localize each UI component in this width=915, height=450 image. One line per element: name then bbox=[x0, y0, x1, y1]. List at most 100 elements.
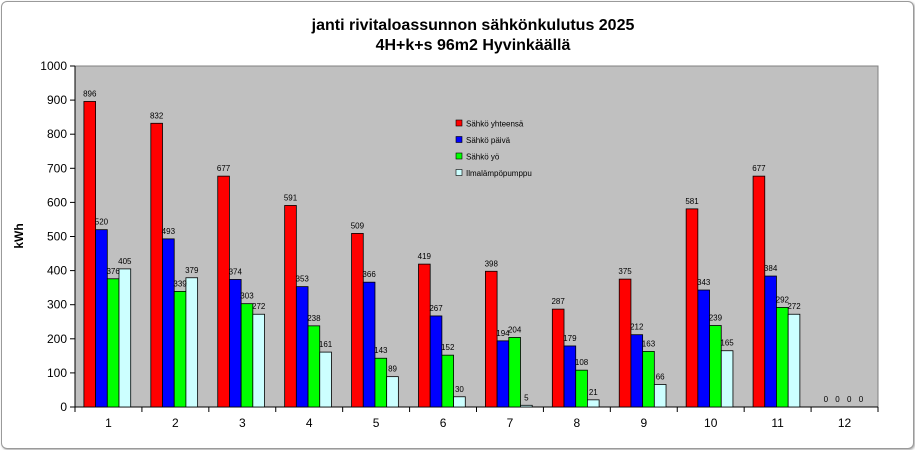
data-label: 272 bbox=[252, 302, 266, 311]
y-tick-label: 600 bbox=[47, 195, 67, 209]
data-label: 384 bbox=[764, 264, 778, 273]
y-tick-label: 1000 bbox=[40, 59, 67, 73]
data-label: 339 bbox=[173, 279, 187, 288]
bar bbox=[453, 396, 466, 408]
data-label: 581 bbox=[685, 197, 699, 206]
x-tick-label: 2 bbox=[172, 416, 179, 430]
data-label: 0 bbox=[824, 395, 829, 404]
legend-swatch bbox=[455, 169, 463, 176]
bar bbox=[642, 351, 655, 408]
legend-swatch bbox=[455, 119, 463, 127]
y-tick-label: 800 bbox=[47, 127, 67, 141]
legend-label: Sähkö yhteensä bbox=[466, 120, 524, 129]
chart-subtitle: 4H+k+s 96m2 Hyvinkäällä bbox=[376, 37, 571, 54]
bar bbox=[776, 307, 789, 408]
legend-label: Sähkö yö bbox=[466, 153, 500, 162]
data-label: 353 bbox=[296, 275, 310, 284]
x-tick-label: 6 bbox=[440, 416, 447, 430]
bar bbox=[252, 313, 265, 408]
legend-swatch bbox=[455, 136, 463, 143]
bar bbox=[484, 270, 498, 408]
data-label: 204 bbox=[508, 325, 522, 334]
data-label: 194 bbox=[496, 329, 510, 338]
y-tick-label: 500 bbox=[47, 230, 67, 244]
bar bbox=[351, 233, 364, 408]
data-label: 509 bbox=[351, 221, 365, 230]
bar bbox=[162, 238, 175, 408]
data-label: 366 bbox=[362, 270, 376, 279]
bar bbox=[418, 263, 431, 408]
bar bbox=[496, 340, 510, 408]
data-label: 896 bbox=[83, 89, 97, 98]
bar bbox=[240, 303, 254, 408]
data-label: 161 bbox=[319, 340, 333, 349]
data-label: 163 bbox=[642, 339, 656, 348]
data-label: 108 bbox=[575, 358, 589, 367]
data-label: 272 bbox=[787, 302, 801, 311]
bar bbox=[551, 308, 565, 408]
bar bbox=[618, 278, 632, 408]
bar bbox=[284, 205, 297, 408]
bar bbox=[587, 399, 600, 408]
bar bbox=[185, 277, 199, 408]
data-label: 677 bbox=[752, 164, 766, 173]
data-label: 292 bbox=[776, 295, 790, 304]
data-label: 520 bbox=[95, 218, 109, 227]
x-tick-label: 4 bbox=[306, 416, 313, 430]
data-label: 287 bbox=[551, 297, 565, 306]
data-label: 66 bbox=[656, 372, 665, 381]
data-label: 343 bbox=[697, 278, 711, 287]
bar bbox=[429, 315, 443, 408]
data-label: 379 bbox=[185, 266, 199, 275]
data-label: 405 bbox=[118, 257, 132, 266]
bar bbox=[653, 384, 667, 408]
x-tick-label: 9 bbox=[640, 416, 647, 430]
y-tick-label: 0 bbox=[60, 400, 67, 414]
y-tick-label: 200 bbox=[47, 332, 67, 346]
data-label: 398 bbox=[485, 259, 499, 268]
y-tick-label: 100 bbox=[47, 366, 67, 380]
bar bbox=[173, 291, 187, 408]
y-tick-label: 300 bbox=[47, 298, 67, 312]
bar bbox=[441, 354, 454, 408]
data-label: 677 bbox=[217, 164, 231, 173]
chart-title: janti rivitaloassunnon sähkönkulutus 202… bbox=[311, 17, 635, 34]
x-tick-label: 11 bbox=[771, 416, 784, 430]
y-tick-label: 700 bbox=[47, 161, 67, 175]
x-tick-label: 3 bbox=[239, 416, 246, 430]
data-label: 591 bbox=[284, 193, 298, 202]
bar bbox=[83, 101, 97, 408]
x-tick-label: 1 bbox=[105, 416, 112, 430]
x-tick-label: 8 bbox=[574, 416, 581, 430]
data-label: 0 bbox=[859, 395, 864, 404]
data-label: 419 bbox=[418, 252, 432, 261]
legend-swatch bbox=[455, 152, 463, 160]
data-label: 212 bbox=[630, 323, 644, 332]
y-tick-label: 900 bbox=[47, 93, 67, 107]
data-label: 493 bbox=[162, 227, 176, 236]
data-label: 0 bbox=[847, 395, 852, 404]
bar bbox=[575, 369, 588, 408]
bar bbox=[319, 351, 332, 408]
data-label: 165 bbox=[720, 339, 734, 348]
bar bbox=[307, 325, 321, 408]
bar bbox=[720, 350, 734, 408]
x-tick-label: 12 bbox=[838, 416, 852, 430]
bar bbox=[685, 208, 699, 408]
bar bbox=[752, 175, 766, 408]
legend-label: Sähkö päivä bbox=[466, 136, 511, 145]
bar bbox=[386, 376, 399, 408]
bar bbox=[118, 268, 132, 408]
bar bbox=[787, 313, 801, 408]
data-label: 375 bbox=[618, 267, 632, 276]
bar bbox=[295, 286, 309, 408]
x-tick-label: 10 bbox=[704, 416, 718, 430]
data-label: 21 bbox=[589, 388, 598, 397]
data-label: 239 bbox=[709, 314, 723, 323]
bar bbox=[520, 404, 533, 408]
bar bbox=[697, 289, 710, 408]
data-label: 152 bbox=[441, 343, 455, 352]
data-label: 179 bbox=[563, 334, 577, 343]
data-label: 5 bbox=[524, 393, 529, 402]
